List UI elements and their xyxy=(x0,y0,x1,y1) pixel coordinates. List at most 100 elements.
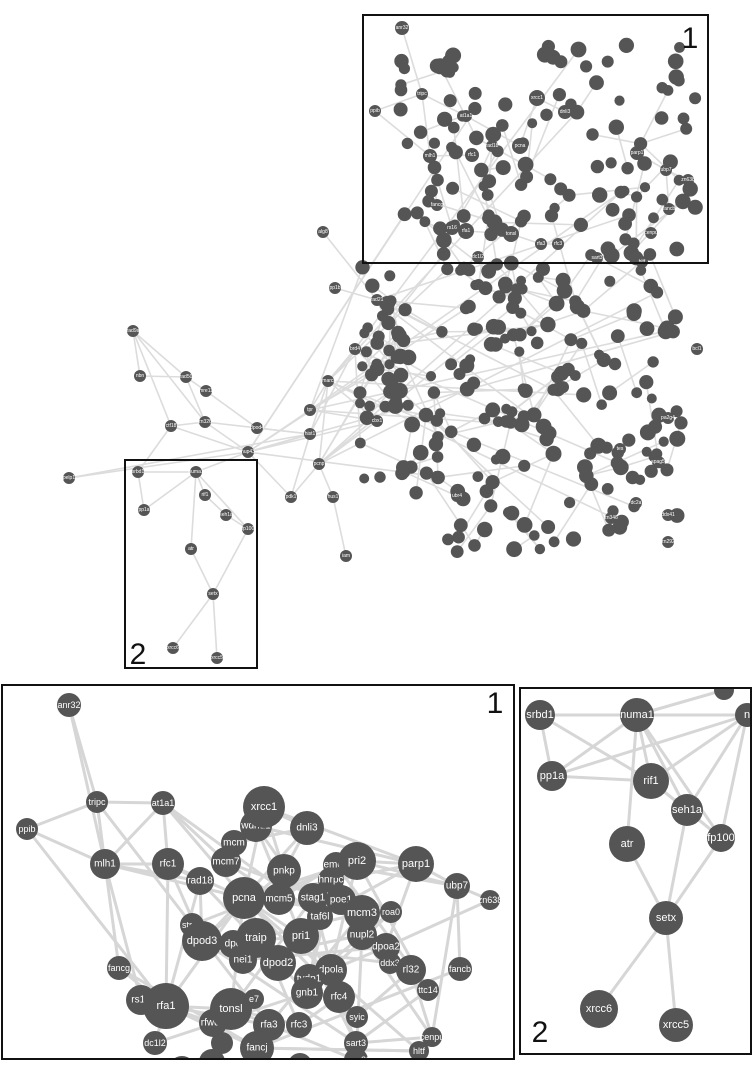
zoom2-edge-rif1-n xyxy=(649,713,749,783)
zoom1-node-rad18: rad18 xyxy=(186,867,214,895)
svg-text:rad21: rad21 xyxy=(371,297,384,303)
ov-cluster-node xyxy=(477,521,493,538)
ov-cluster-edge xyxy=(318,291,658,465)
ov-cluster-edge xyxy=(452,187,522,222)
ov-edge-anr32-tripc xyxy=(401,27,423,95)
svg-text:eme2: eme2 xyxy=(323,860,348,871)
ov-cluster-node xyxy=(644,464,658,478)
ov-node-fancg: fancg xyxy=(431,199,443,211)
ov-cluster-node xyxy=(478,412,491,425)
zoom1-node-rfc4: rfc4 xyxy=(323,981,355,1013)
ov-edge-atr-numa1 xyxy=(190,471,197,550)
svg-text:nbn: nbn xyxy=(136,373,145,379)
ov-cluster-node xyxy=(516,275,527,286)
ov-node-zn346: zn346 xyxy=(604,512,618,524)
ov-cluster-node xyxy=(388,376,399,387)
zoom1-node xyxy=(289,1053,311,1059)
zoom-panel-2-label: 2 xyxy=(532,1016,549,1049)
zoom1-node-dnli3: dnli3 xyxy=(290,811,324,845)
ov-cluster-node xyxy=(469,130,484,146)
svg-text:tonsl: tonsl xyxy=(506,231,517,237)
ov-edge-hus1-iam xyxy=(332,496,347,557)
ov-cluster-edge xyxy=(617,335,638,393)
zoom1-node-ddx3: ddx3 xyxy=(379,952,401,974)
ov-node-setx: setx xyxy=(207,588,219,600)
ov-cluster-node xyxy=(554,55,568,69)
ov-cluster-node xyxy=(514,346,525,357)
ov-cluster-edge xyxy=(649,254,677,318)
ov-cluster-node xyxy=(437,111,453,127)
ov-node-bcl1: bcl1 xyxy=(691,343,703,355)
ov-cluster-node xyxy=(481,189,494,201)
ov-cluster-node xyxy=(651,286,664,299)
ov-cluster-edge xyxy=(424,221,448,270)
svg-text:spag5: spag5 xyxy=(651,459,665,465)
ov-node-srbd1: srbd1 xyxy=(132,466,144,478)
ov-cluster-node xyxy=(442,533,454,546)
ov-cluster-edge xyxy=(433,388,524,394)
ov-cluster-node xyxy=(444,425,458,439)
ov-node-zn292: zn292 xyxy=(661,536,675,548)
ov-cluster-node xyxy=(472,471,484,482)
zoom2-node xyxy=(714,688,734,700)
ov-cluster-node xyxy=(499,280,513,294)
svg-text:atr: atr xyxy=(188,546,194,552)
ov-cluster-node xyxy=(448,121,460,134)
ov-cluster-node xyxy=(359,473,370,484)
ov-node-xrcc6: xrcc6 xyxy=(167,642,179,654)
ov-cluster-node xyxy=(490,319,506,335)
svg-text:mlh1: mlh1 xyxy=(425,153,436,159)
ov-cluster-node xyxy=(468,101,482,116)
ov-cluster-node xyxy=(596,399,607,411)
svg-text:fp100: fp100 xyxy=(707,832,735,844)
ov-cluster-node xyxy=(495,160,511,176)
ov-cluster-node xyxy=(425,371,437,382)
svg-text:rfa3: rfa3 xyxy=(260,1020,278,1031)
ov-cluster-node xyxy=(510,283,523,295)
ov-edge-srbd1-pp1a xyxy=(137,471,145,511)
ov-cluster-node xyxy=(496,119,509,132)
ov-node-rad18: rad18 xyxy=(486,140,499,152)
ov-cluster-edge xyxy=(552,389,600,447)
zoom2-node-n: n xyxy=(735,703,751,727)
ov-cluster-node xyxy=(544,209,559,223)
ov-cluster-edge xyxy=(494,221,581,226)
ov-cluster-node xyxy=(433,221,448,236)
zoom-panel-1-label: 1 xyxy=(487,687,504,720)
ov-cluster-node xyxy=(532,271,544,283)
ov-node-pp1b: pp1b xyxy=(329,282,341,294)
ov-cluster-node xyxy=(518,459,531,472)
ov-cluster-edge xyxy=(640,143,680,181)
ov-node-rfc3: rfc3 xyxy=(552,238,564,250)
zoom1-node-rfc1: rfc1 xyxy=(152,848,184,880)
ov-cluster-node xyxy=(428,137,440,149)
ov-cluster-node xyxy=(424,184,438,198)
svg-text:zn326: zn326 xyxy=(198,419,212,425)
svg-text:zn346: zn346 xyxy=(604,515,618,521)
zoom2-edge-atr-numa1 xyxy=(625,713,639,846)
zoom1-node-rl32: rl32 xyxy=(396,955,426,985)
ov-cluster-node xyxy=(576,303,591,318)
ov-node-pp1a: pp1a xyxy=(138,504,150,516)
ov-cluster-node xyxy=(504,505,520,521)
ov-cluster-node xyxy=(466,437,482,452)
svg-text:ubp7: ubp7 xyxy=(446,881,469,892)
ov-cluster-node xyxy=(447,62,459,73)
ov-cluster-node xyxy=(353,386,367,400)
ov-cluster-node xyxy=(666,324,680,339)
ov-cluster-node xyxy=(360,346,372,358)
ov-cluster-node xyxy=(431,470,443,483)
ov-cluster-node xyxy=(400,349,417,366)
ov-edge-ubp7-fancb xyxy=(665,169,670,210)
ov-edge-rad9a-rad50 xyxy=(132,330,187,378)
svg-text:tpr: tpr xyxy=(307,407,313,413)
ov-cluster-node xyxy=(443,94,457,108)
ov-cluster-node xyxy=(499,415,513,428)
ov-cluster-node xyxy=(462,263,476,277)
zoom1-node-cenpu: cenpu xyxy=(420,1027,444,1047)
ov-cluster-node xyxy=(482,211,496,225)
svg-text:xrcc1: xrcc1 xyxy=(251,801,277,813)
ov-node-rs16: rs16 xyxy=(445,221,459,235)
zoom2-edge-fp100-n xyxy=(719,713,749,840)
ov-cluster-node xyxy=(648,419,663,434)
